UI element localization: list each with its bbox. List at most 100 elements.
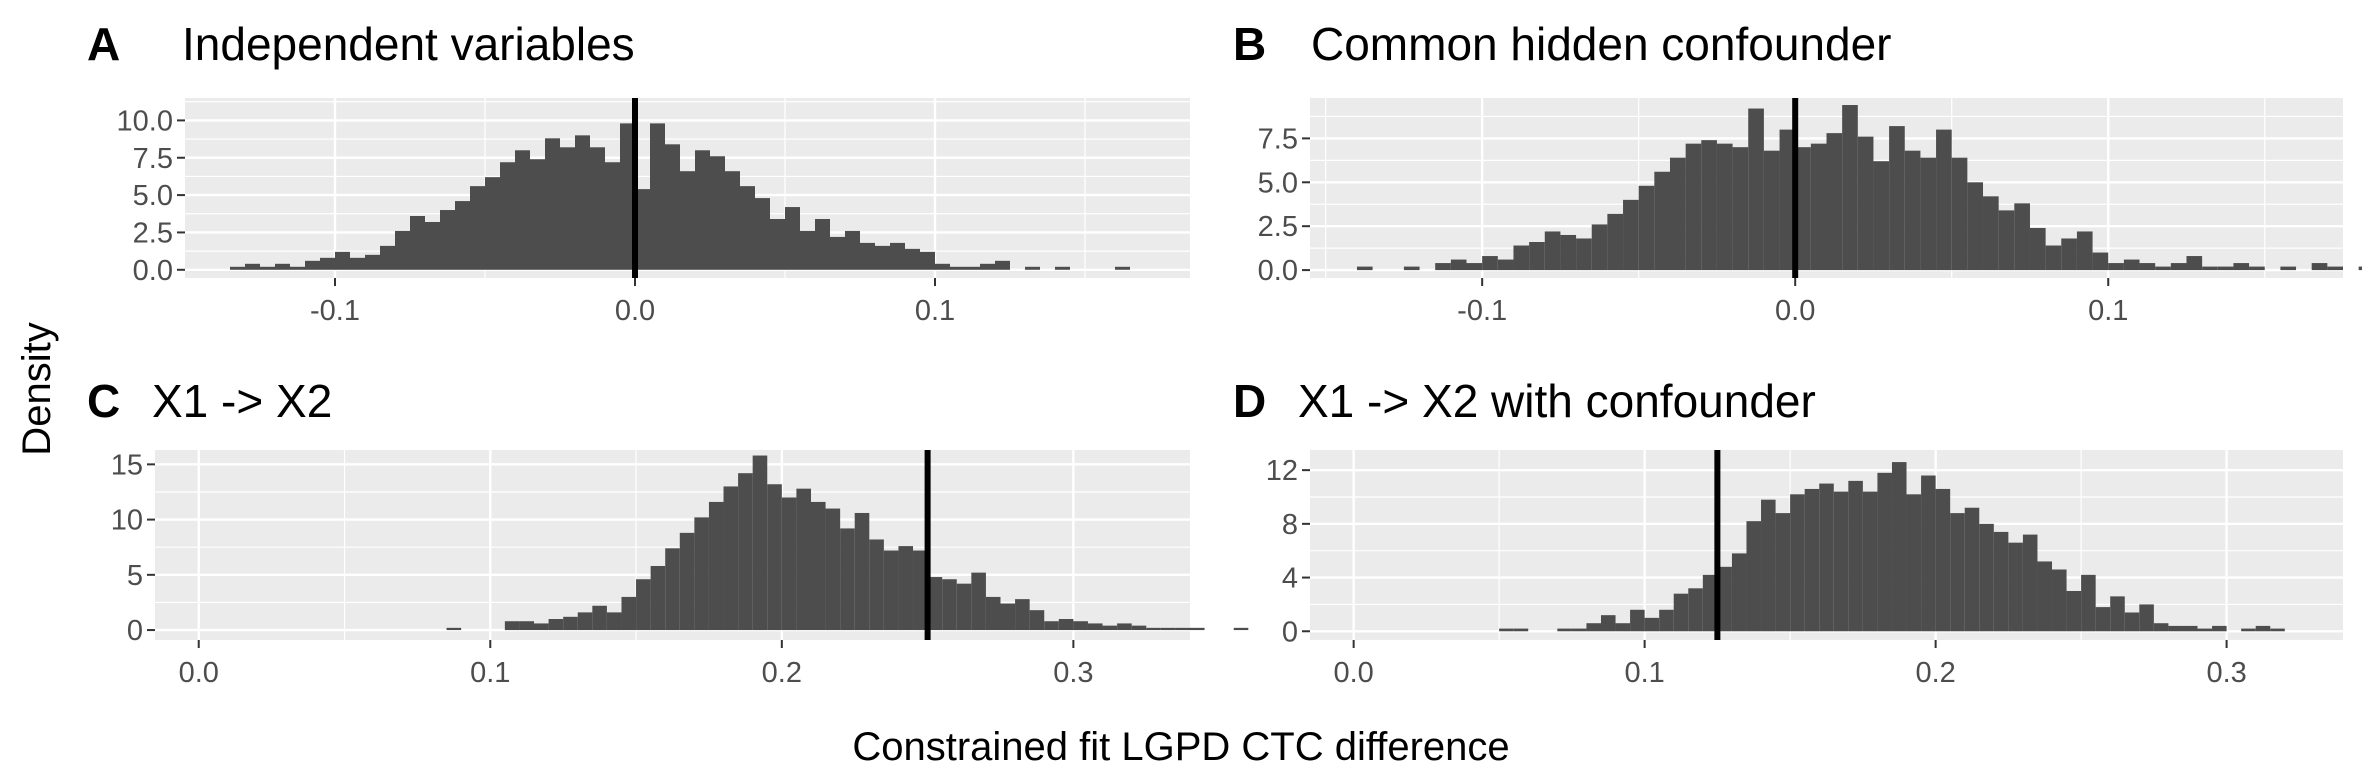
panel-d-bar [2139,604,2154,632]
panel-b-bar [1748,108,1764,271]
panel-b-bar [2202,266,2218,271]
panel-d-bar [2037,561,2053,632]
panel-d-bar [1731,553,1747,632]
panel-a-bar [260,266,275,270]
panel-b-bar [1560,234,1577,271]
panel-c-bar [723,486,739,631]
panel-b-bar [1497,259,1514,271]
panel-d-bar [1571,628,1587,632]
panel-b-bar [2280,266,2297,271]
panel-b-bar [2170,263,2187,271]
panel-c-x-tick-label: 0.3 [1053,657,1093,689]
panel-b-bar [2155,266,2171,271]
panel-a-bar [1115,266,1130,270]
panel-b-bar [1779,129,1796,271]
panel-d-bar [1615,623,1631,632]
panel-b-bar [1623,199,1639,271]
panel-d-x-tick-label: 0.2 [1915,657,1955,689]
panel-a-bar [860,242,875,270]
panel-c-bar [636,579,651,631]
panel-c-x-tick-label: 0.0 [179,657,219,689]
panel-d-y-tick-label: 0 [1282,616,1298,648]
panel-b-bar [2045,245,2062,271]
panel-b-y-tick-label: 2.5 [1258,211,1298,243]
panel-d-bar [1499,628,1514,632]
panel-d-bar [1630,609,1645,632]
panel-a-bar [335,251,350,270]
panel-b-bar [1356,266,1373,271]
panel-a-title: Independent variables [182,18,635,70]
panel-b-y-tick-label: 0.0 [1258,255,1298,287]
panel-b-bar [2139,263,2156,271]
panel-d-bar [1964,507,1980,632]
panel-b-bar [2029,227,2046,271]
panel-a-bar [275,263,290,270]
panel-d-bar [1906,494,1922,632]
panel-a-bar [500,162,515,270]
panel-c-bar [1058,619,1074,631]
panel-a-bar [470,186,485,270]
panel-b-bar [2311,263,2328,271]
panel-d-bar [2241,628,2256,632]
panel-d-bar [1717,566,1732,632]
panel-a-bar [410,216,425,270]
panel-b-bar [1654,171,1670,271]
panel-d-bar [1935,488,1951,632]
panel-a-bar [710,156,725,270]
panel-c-bar [883,550,899,631]
panel-b-bar [1638,185,1655,271]
panel-b-x-tick-label: 0.0 [1775,295,1815,327]
panel-d-bar [2008,542,2023,632]
panel-c-y-tick-label: 5 [127,560,143,592]
panel-c-bar [1073,621,1088,631]
panel-b-bar [1716,143,1733,271]
panel-b-bar [1967,182,1984,271]
panel-d-bar [1979,523,1994,632]
panel-c-bar [1160,627,1176,631]
panel-b-bar [1983,196,1999,271]
panel-b-bar [2076,231,2093,271]
panel-c: C X1 -> X2 0 5 10 15 0.0 0.1 0.2 0.3 [87,375,1249,689]
panel-c-bar [1131,625,1147,631]
panel-d-bar [2212,625,2227,632]
panel-b-bar [1403,266,1420,271]
panel-a-bar [815,218,830,270]
panel-b-bar [1450,259,1467,271]
panel-a-bar [230,266,245,270]
panel-d-x-tick-label: 0.1 [1624,657,1664,689]
panel-d-bar [1891,462,1907,632]
panel-a-bar [380,245,395,270]
panel-b-bar [1873,161,1890,271]
panel-d-bar [2270,628,2285,632]
panel-c-bar [548,619,564,631]
panel-c-y-tick-label: 10 [111,505,143,537]
panel-b-bar [1685,143,1702,271]
panel-a-y-tick-label: 7.5 [133,143,173,175]
panel-b-bar [1513,245,1530,271]
panel-c-bar [898,546,914,631]
panel-a-bar [305,260,320,270]
panel-c-bar [1117,623,1132,631]
panel-b-bar [1826,133,1843,271]
panel-d-title: X1 -> X2 with confounder [1298,375,1816,427]
panel-c-y-tick-label: 15 [111,449,143,481]
panel-c-bar [738,473,753,631]
panel-a-bar [800,230,815,270]
panel-c-bar [956,583,972,631]
panel-d-y-tick-label: 12 [1266,455,1298,487]
panel-c-bar [1175,627,1190,631]
panel-b-bar [2249,266,2265,271]
panel-a-y-tick-label: 0.0 [133,255,173,287]
panel-d-bar [1790,494,1805,632]
panel-d-bar [2110,596,2125,632]
panel-b-bar [1669,157,1686,271]
panel-a-bar [905,248,920,270]
panel-a-bar [350,257,365,270]
panel-a-x-tick-label: 0.0 [615,295,655,327]
panel-a-bar [845,230,860,270]
panel-b: B Common hidden confounder 0.0 2.5 5.0 7.5 -… [1233,18,2362,327]
panel-d-bar [1557,628,1572,632]
panel-a-bar [605,162,620,270]
panel-a-bar [740,186,755,270]
panel-a-y-tick-label: 2.5 [133,217,173,249]
